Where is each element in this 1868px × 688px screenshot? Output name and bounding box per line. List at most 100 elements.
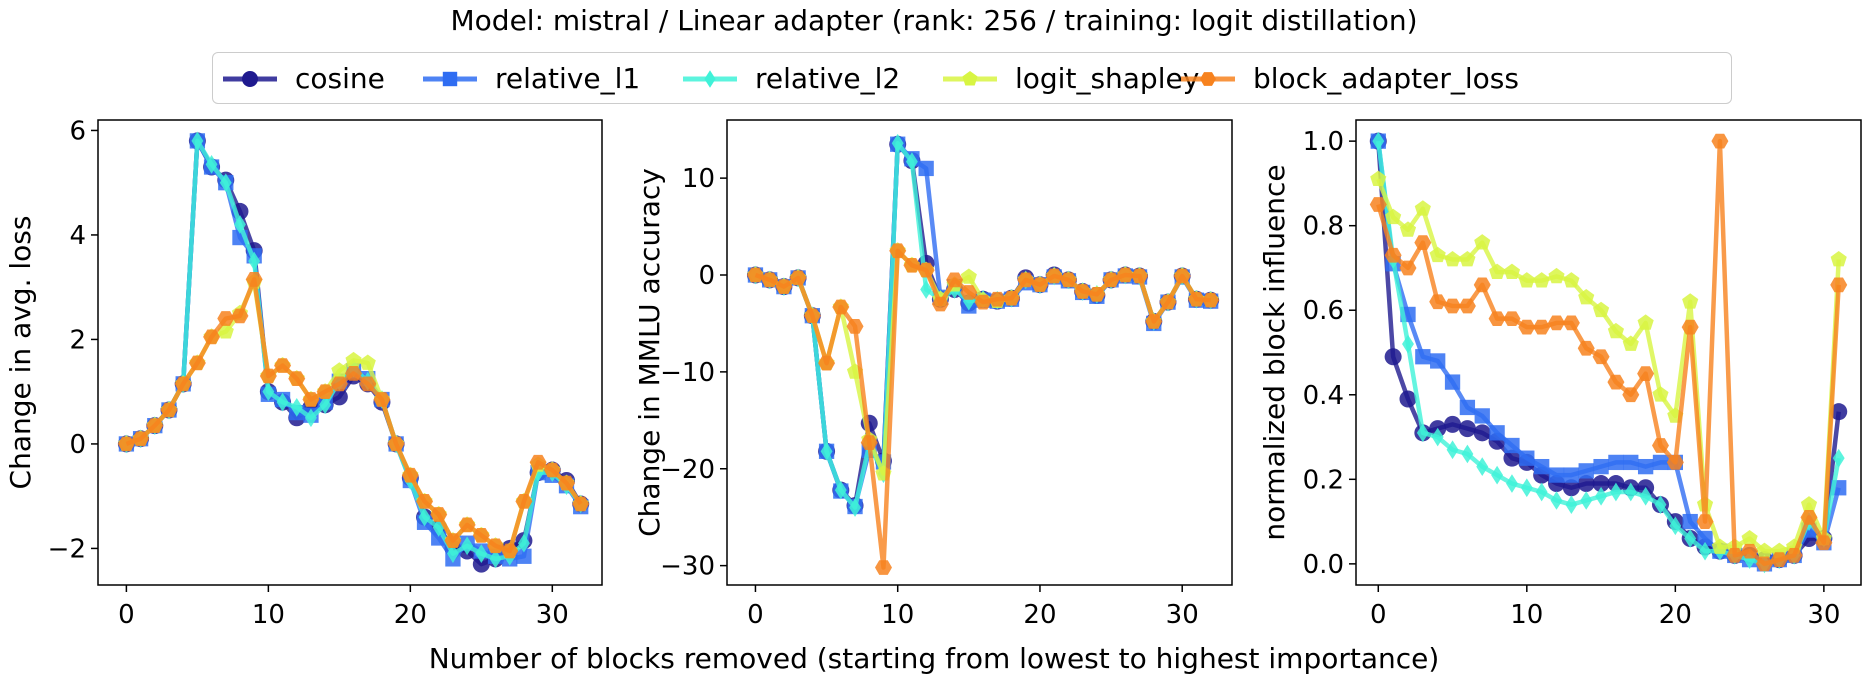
y-tick-label: −2 <box>48 534 86 564</box>
point-block-adapter-loss <box>1503 311 1521 327</box>
point-relative-l2 <box>962 291 975 311</box>
point-block-adapter-loss <box>1102 272 1120 288</box>
point-block-adapter-loss <box>931 296 949 312</box>
point-relative-l1 <box>1697 530 1713 547</box>
point-block-adapter-loss <box>889 243 907 259</box>
point-block-adapter-loss <box>960 285 978 300</box>
point-logit-shapley <box>1711 538 1728 554</box>
point-block-adapter-loss <box>1444 298 1462 314</box>
point-relative-l2 <box>1654 495 1667 515</box>
point-block-adapter-loss <box>1145 314 1163 329</box>
point-block-adapter-loss <box>1488 311 1506 327</box>
series-group <box>117 131 590 573</box>
point-relative-l1 <box>1637 458 1654 475</box>
point-block-adapter-loss <box>761 272 779 288</box>
point-block-adapter-loss <box>543 462 561 478</box>
point-block-adapter-loss <box>529 454 547 470</box>
y-tick-label: 0.4 <box>1303 381 1344 411</box>
y-axis-label: Change in MMLU accuracy <box>633 168 666 537</box>
point-relative-l2 <box>1416 423 1429 443</box>
point-logit-shapley <box>1607 322 1625 339</box>
point-logit-shapley <box>1830 251 1847 267</box>
point-block-adapter-loss <box>1741 543 1759 559</box>
point-relative-l1 <box>1563 467 1580 483</box>
point-logit-shapley <box>1682 293 1699 309</box>
point-block-adapter-loss <box>1031 277 1049 293</box>
point-block-adapter-loss <box>245 271 263 287</box>
point-relative-l1 <box>1474 408 1490 424</box>
series-group <box>746 133 1220 575</box>
point-block-adapter-loss <box>345 366 363 381</box>
point-block-adapter-loss <box>501 543 519 559</box>
point-relative-l2 <box>475 544 488 564</box>
point-block-adapter-loss <box>1681 319 1699 335</box>
point-relative-l1 <box>1459 399 1476 416</box>
x-tick-label: 10 <box>881 600 914 630</box>
y-tick-label: 1.0 <box>1303 127 1344 157</box>
axes-frame <box>726 119 1233 586</box>
point-cosine <box>1503 449 1521 467</box>
point-block-adapter-loss <box>746 267 764 283</box>
point-relative-l1 <box>1623 454 1639 471</box>
point-relative-l2 <box>1669 516 1682 536</box>
point-block-adapter-loss <box>487 538 505 554</box>
point-logit-shapley <box>1414 200 1431 216</box>
x-tick-label: 10 <box>252 600 285 630</box>
point-block-adapter-loss <box>231 308 249 324</box>
point-relative-l2 <box>1520 478 1533 498</box>
point-block-adapter-loss <box>1518 319 1536 335</box>
legend-entry-logit-shapley: logit_shapley <box>943 62 1199 95</box>
point-logit-shapley <box>1592 301 1610 318</box>
point-block-adapter-loss <box>1548 315 1566 331</box>
point-relative-l2 <box>1476 457 1489 476</box>
point-relative-l2 <box>920 280 933 299</box>
point-relative-l2 <box>1491 465 1504 485</box>
point-block-adapter-loss <box>1384 247 1402 263</box>
point-block-adapter-loss <box>1059 272 1077 288</box>
point-relative-l1 <box>1444 374 1461 390</box>
point-block-adapter-loss <box>373 392 391 407</box>
legend-label: cosine <box>295 62 385 95</box>
point-block-adapter-loss <box>416 494 434 509</box>
point-block-adapter-loss <box>1429 294 1447 310</box>
point-block-adapter-loss <box>1003 290 1021 306</box>
point-block-adapter-loss <box>1187 291 1205 307</box>
point-relative-l2 <box>517 533 530 553</box>
point-block-adapter-loss <box>188 355 206 371</box>
x-tick-label: 30 <box>536 600 569 630</box>
legend-label: block_adapter_loss <box>1253 62 1519 95</box>
point-relative-l1 <box>1489 425 1505 441</box>
point-block-adapter-loss <box>146 418 164 434</box>
point-block-adapter-loss <box>1830 277 1848 293</box>
point-block-adapter-loss <box>1017 272 1035 288</box>
point-logit-shapley <box>345 351 362 368</box>
point-logit-shapley <box>1474 234 1491 250</box>
point-relative-l2 <box>276 392 289 412</box>
point-block-adapter-loss <box>1173 268 1191 284</box>
point-logit-shapley <box>359 354 376 370</box>
legend-label: relative_l2 <box>755 62 900 95</box>
point-relative-l2 <box>820 441 833 461</box>
point-logit-shapley <box>1370 170 1387 187</box>
point-block-adapter-loss <box>1159 294 1177 310</box>
point-block-adapter-loss <box>903 257 921 273</box>
point-block-adapter-loss <box>515 494 533 509</box>
point-relative-l2 <box>1550 491 1563 510</box>
point-block-adapter-loss <box>217 311 235 326</box>
point-block-adapter-loss <box>1473 277 1491 293</box>
point-relative-l1 <box>1534 458 1550 475</box>
y-tick-label: 0.2 <box>1303 465 1344 495</box>
point-block-adapter-loss <box>1711 133 1729 149</box>
point-relative-l1 <box>1593 458 1609 475</box>
point-relative-l2 <box>905 152 918 172</box>
series-line-block-adapter-loss <box>125 277 583 554</box>
y-tick-label: −20 <box>660 455 715 485</box>
y-tick-label: 0 <box>698 261 715 291</box>
legend: cosine relative_l1 relative_l2 logit_shaple… <box>212 52 1732 104</box>
point-cosine <box>472 555 490 573</box>
point-block-adapter-loss <box>946 272 964 288</box>
point-relative-l2 <box>1446 440 1459 460</box>
point-logit-shapley <box>1622 335 1639 351</box>
point-relative-l2 <box>834 480 847 500</box>
point-logit-shapley <box>1518 272 1535 288</box>
